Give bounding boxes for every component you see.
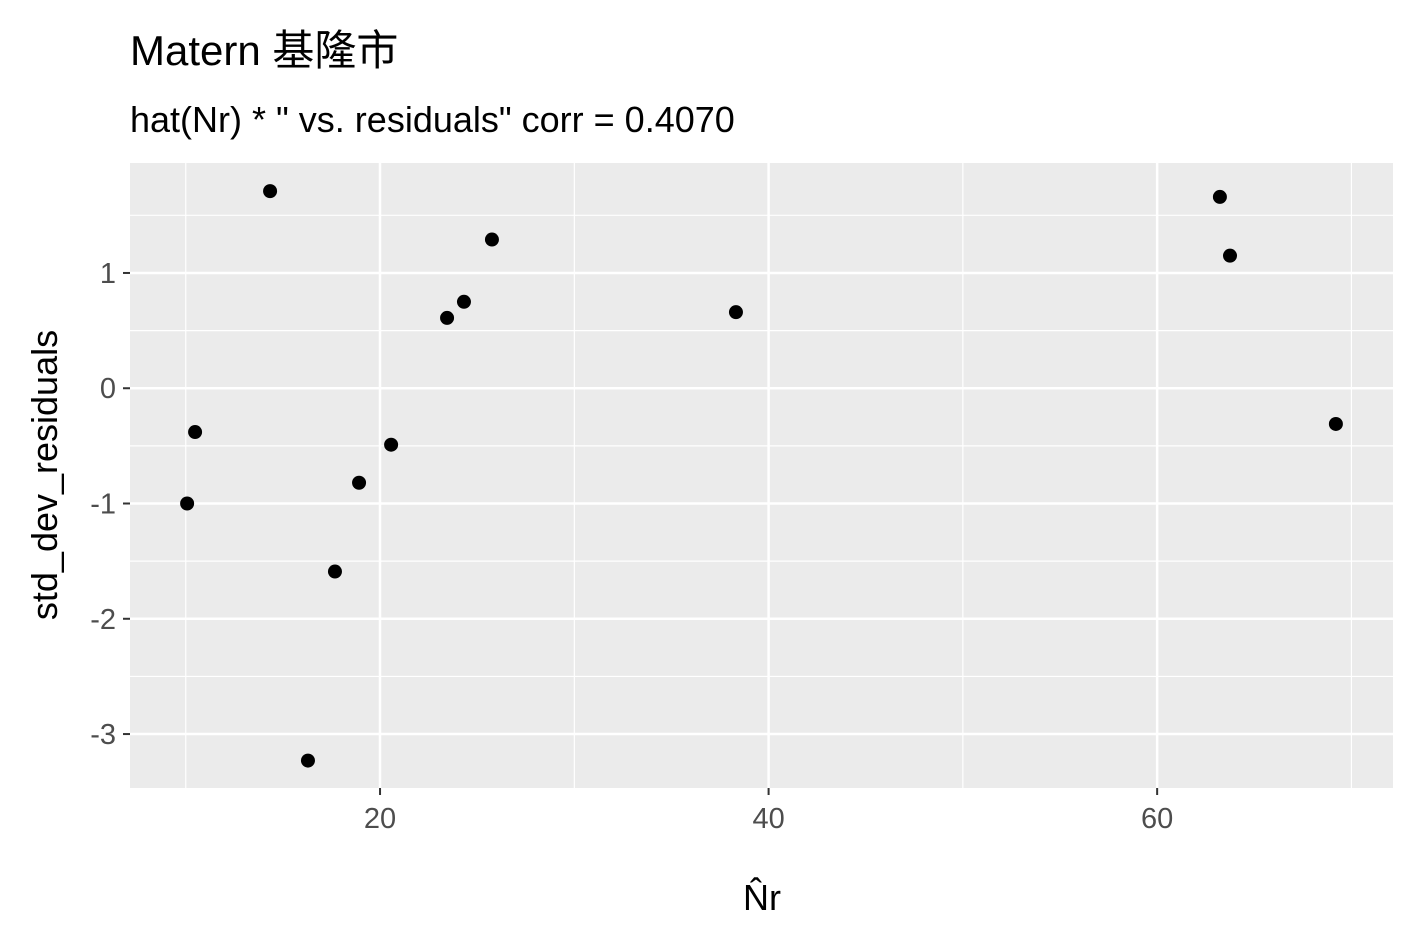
point (263, 184, 278, 199)
x-tick-label: 40 (752, 803, 784, 835)
chart-subtitle: hat(Nr) * " vs. residuals" corr = 0.4070 (130, 99, 735, 140)
y-tick-label: 0 (100, 373, 116, 405)
point (352, 475, 367, 490)
x-tick-label: 60 (1141, 803, 1173, 835)
y-tick-label: -1 (90, 489, 116, 521)
point (188, 425, 203, 440)
point (728, 305, 743, 320)
point (440, 310, 455, 325)
y-tick-label: 1 (100, 258, 116, 290)
y-tick-label: -2 (90, 604, 116, 636)
point (456, 294, 471, 309)
point (1223, 248, 1238, 263)
point (384, 437, 399, 452)
panel (130, 163, 1393, 788)
point (180, 496, 195, 511)
point (300, 753, 315, 768)
point (1212, 189, 1227, 204)
chart-title: Matern 基隆市 (130, 27, 398, 74)
point (484, 232, 499, 247)
x-tick-label: 20 (364, 803, 396, 835)
y-tick-label: -3 (90, 719, 116, 751)
x-axis-label: N̂r (743, 876, 781, 918)
point (327, 564, 342, 579)
y-axis-label: std_dev_residuals (24, 330, 65, 620)
point (1328, 416, 1343, 431)
